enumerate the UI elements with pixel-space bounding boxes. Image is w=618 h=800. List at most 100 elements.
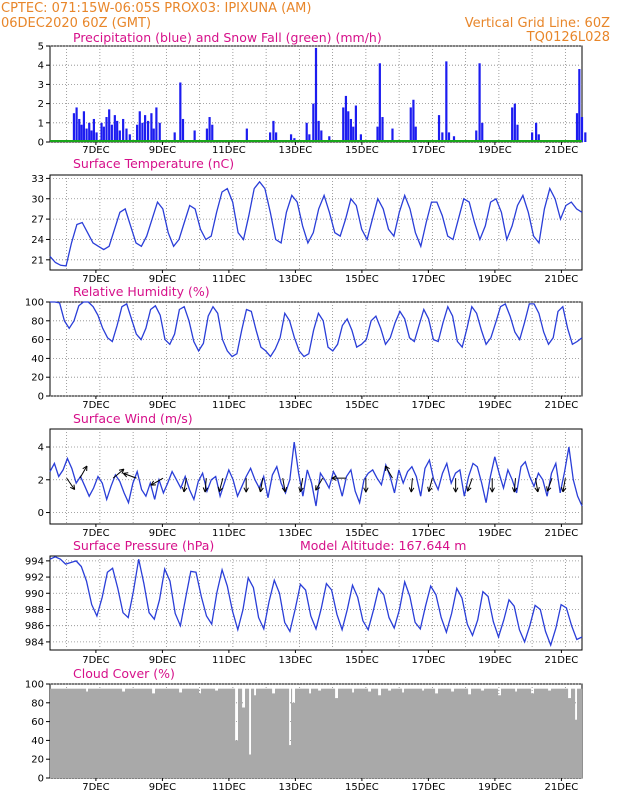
cloud-bar	[334, 688, 336, 778]
cloud-bar	[105, 688, 107, 778]
cloud-bar	[346, 688, 348, 778]
cloud-bar	[158, 688, 160, 778]
cloud-bar	[281, 688, 283, 778]
cloud-bar	[352, 692, 354, 778]
panel-1-xtick-label: 17DEC	[412, 274, 446, 285]
cloud-bar	[506, 688, 508, 778]
panel-2-ytick-label: 80	[31, 316, 44, 327]
wind-arrow-head	[561, 486, 567, 493]
cloud-bar	[325, 688, 327, 778]
precip-bar	[173, 132, 176, 142]
cloud-bar	[302, 688, 304, 778]
cloud-bar	[349, 688, 351, 778]
cloud-bar	[68, 688, 70, 778]
cloud-bar	[223, 688, 225, 778]
cloud-bar	[282, 688, 284, 778]
cloud-bar	[492, 688, 494, 778]
wind-arrow	[546, 477, 553, 492]
cloud-bar	[537, 688, 539, 778]
cloud-bar	[70, 688, 72, 778]
cloud-bar	[512, 688, 514, 778]
precip-bar	[437, 115, 441, 142]
cloud-bar	[98, 688, 100, 778]
panel-4-ytick-label: 992	[25, 573, 44, 584]
panel-2-title: Relative Humidity (%)	[73, 284, 210, 299]
precip-bar	[205, 128, 209, 142]
cloud-bar	[519, 688, 521, 778]
wind-arrow	[259, 478, 264, 493]
cloud-bar	[178, 688, 180, 778]
cloud-bar	[569, 698, 571, 778]
cloud-bar	[402, 692, 404, 778]
cloud-bar	[136, 688, 138, 778]
cloud-bar	[274, 693, 276, 778]
precip-bar	[320, 130, 323, 142]
panel-0-ytick-label: 1	[38, 118, 44, 129]
cloud-bar	[425, 688, 427, 778]
cloud-bar	[225, 688, 227, 778]
cloud-bar	[571, 688, 573, 778]
cloud-bar	[554, 688, 556, 778]
cloud-bar	[406, 688, 408, 778]
precip-bar	[308, 134, 311, 142]
cloud-bar	[507, 688, 509, 778]
cloud-bar	[444, 688, 446, 778]
precip-bar	[118, 130, 121, 142]
wind-arrow	[204, 478, 207, 493]
panel-4-ytick-label: 986	[25, 621, 44, 632]
cloud-bar	[87, 691, 89, 778]
precip-bar	[580, 117, 584, 142]
cloud-bar	[113, 688, 115, 778]
cloud-bar	[418, 688, 420, 778]
panel-1-ytick-label: 21	[31, 255, 44, 266]
cloud-bar	[481, 690, 483, 778]
panel-4-xtick-label: 19DEC	[478, 655, 512, 666]
cloud-bar	[245, 688, 247, 778]
cloud-bar	[430, 688, 432, 778]
cloud-bar	[83, 688, 85, 778]
cloud-bar	[58, 688, 60, 778]
cloud-bar	[120, 688, 122, 778]
cloud-bar	[275, 688, 277, 778]
panel-3-xtick-label: 13DEC	[279, 528, 313, 539]
panel-1-xtick-label: 13DEC	[279, 274, 313, 285]
cloud-bar	[301, 688, 303, 778]
cloud-bar	[247, 688, 249, 778]
cloud-bar	[75, 688, 77, 778]
panel-0-xtick-label: 13DEC	[279, 145, 313, 156]
precip-bar	[150, 113, 153, 142]
cloud-bar	[494, 688, 496, 778]
panel-1-ytick-label: 24	[31, 235, 44, 246]
cloud-bar	[366, 688, 368, 778]
precip-bar	[138, 111, 141, 142]
cloud-bar	[59, 688, 61, 778]
panel-1-series-line	[49, 180, 583, 267]
cloud-bar	[150, 688, 152, 778]
cloud-bar	[328, 688, 330, 778]
cloud-bar	[463, 688, 465, 778]
precip-bar	[314, 47, 318, 142]
wind-arrow	[66, 477, 76, 490]
panel-3-xtick-label: 9DEC	[149, 528, 176, 539]
wind-arrow	[385, 465, 393, 479]
panel-2-frame	[49, 301, 583, 397]
cloud-bar	[309, 693, 311, 778]
cloud-bar	[541, 688, 543, 778]
cloud-bar	[420, 688, 422, 778]
cloud-bar	[518, 688, 520, 778]
cloud-bar	[493, 688, 495, 778]
wind-arrow-head	[466, 486, 472, 492]
panel-5-ytick-label: 40	[31, 736, 44, 747]
cloud-bar	[143, 688, 145, 778]
wind-arrow	[410, 478, 413, 493]
cloud-bar	[290, 745, 292, 778]
cloud-bar	[375, 688, 377, 778]
cloud-bar	[153, 693, 155, 778]
cloud-bar	[107, 688, 109, 778]
cloud-bar	[451, 691, 453, 778]
cloud-bar	[284, 688, 286, 778]
cloud-bar	[381, 688, 383, 778]
cloud-bar	[510, 688, 512, 778]
cloud-bar	[152, 693, 154, 778]
cloud-bar	[303, 688, 305, 778]
